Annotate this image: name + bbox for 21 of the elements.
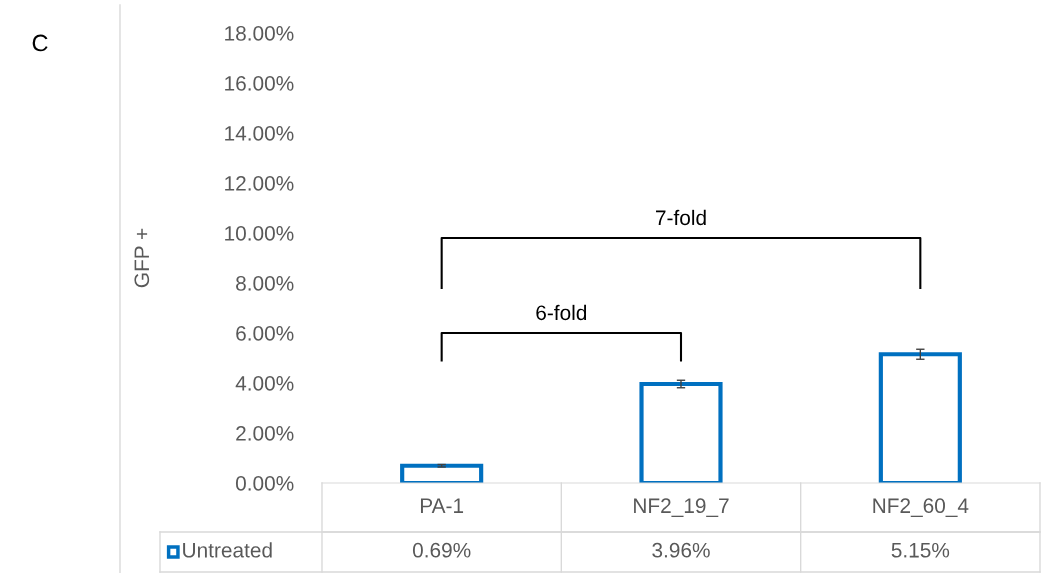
x-tick-label: PA-1 (420, 498, 464, 513)
y-tick-label: 14.00% (225, 126, 294, 141)
y-tick-label: 16.00% (225, 76, 294, 91)
y-tick-label: 0.00% (235, 476, 294, 491)
y-tick-label: 18.00% (225, 26, 294, 41)
x-tick-label: NF2_60_4 (873, 498, 969, 518)
data-label: 5.15% (891, 542, 950, 558)
annotation: 6-fold (536, 304, 587, 321)
legend-label: Untreated (183, 542, 272, 558)
y-tick-label: 8.00% (236, 276, 294, 291)
y-tick-label: 2.00% (236, 426, 294, 441)
annotation: 7-fold (656, 209, 706, 226)
data-label: 0.69% (412, 542, 471, 558)
y-tick-label: 6.00% (236, 326, 294, 341)
y-tick-label: 4.00% (235, 376, 294, 391)
y-tick-label: 10.00% (225, 226, 294, 241)
text: C (32, 34, 48, 52)
y-axis-title: GFP + (134, 228, 150, 288)
y-tick-label: 12.00% (225, 176, 294, 191)
x-tick-label: NF2_19_7 (634, 498, 729, 518)
data-label: 3.96% (652, 542, 710, 558)
